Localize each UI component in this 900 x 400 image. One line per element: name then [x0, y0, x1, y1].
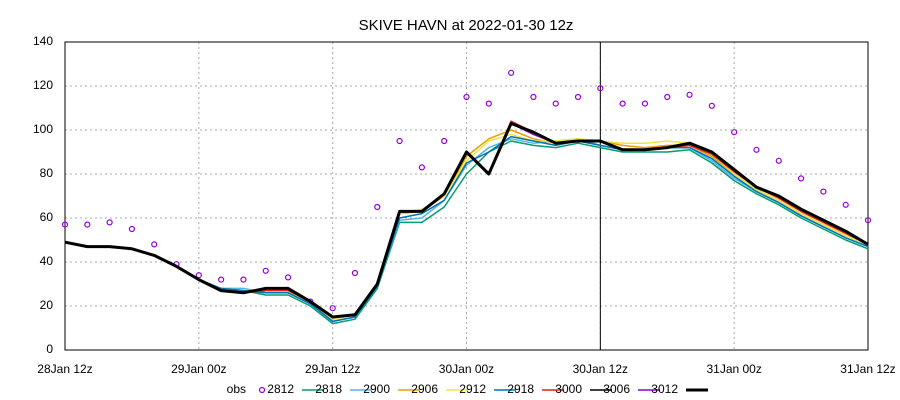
y-tick-label: 40 — [40, 254, 54, 268]
obs-point — [396, 137, 403, 145]
obs-point — [686, 91, 693, 98]
obs-point — [195, 272, 202, 279]
x-tick-label: 31Jan 00z — [706, 362, 761, 376]
x-tick-label: 29Jan 00z — [171, 362, 226, 376]
legend-label: 3012 — [651, 382, 678, 396]
obs-point — [262, 267, 269, 274]
obs-point — [664, 93, 671, 101]
obs-point — [820, 188, 827, 195]
obs-point — [418, 164, 425, 171]
obs-point — [864, 217, 872, 224]
obs-point — [485, 100, 492, 107]
y-tick-label: 80 — [40, 166, 54, 180]
series-line — [64, 121, 869, 319]
obs-point — [351, 269, 359, 277]
plot-frame — [64, 41, 869, 351]
series-line — [64, 133, 869, 320]
y-tick-label: 140 — [33, 34, 53, 48]
legend-swatch — [258, 386, 266, 394]
obs-point — [240, 276, 247, 283]
obs-point — [61, 221, 69, 228]
y-tick-label: 100 — [33, 122, 53, 136]
y-tick-label: 0 — [46, 342, 53, 356]
obs-point — [441, 137, 448, 145]
obs-point — [842, 201, 849, 208]
obs-point — [374, 203, 381, 211]
x-tick-label: 30Jan 00z — [439, 362, 494, 376]
y-tick-label: 60 — [40, 210, 54, 224]
obs-point — [574, 93, 582, 101]
obs-point — [797, 175, 805, 182]
obs-point — [619, 100, 626, 107]
x-tick-label: 29Jan 12z — [305, 362, 360, 376]
y-tick-label: 120 — [33, 78, 53, 92]
y-tick-label: 20 — [40, 298, 54, 312]
obs-point — [731, 129, 738, 136]
legend-label: obs — [227, 382, 246, 396]
obs-point — [106, 219, 113, 226]
obs-point — [552, 100, 559, 107]
obs-point — [284, 274, 292, 281]
legend-label: 2912 — [459, 382, 486, 396]
obs-point — [708, 102, 715, 109]
chart-title: SKIVE HAVN at 2022-01-30 12z — [359, 17, 574, 34]
x-tick-label: 28Jan 12z — [37, 362, 92, 376]
obs-point — [463, 93, 470, 101]
obs-point — [641, 100, 649, 107]
obs-point — [508, 69, 515, 76]
obs-point — [530, 93, 537, 101]
obs-point — [775, 157, 782, 164]
obs-point — [84, 221, 91, 228]
x-tick-label: 30Jan 12z — [573, 362, 628, 376]
series-line — [64, 138, 869, 323]
legend-label: 3000 — [555, 382, 582, 396]
legend-label: 3006 — [603, 382, 630, 396]
obs-point — [329, 305, 336, 312]
x-tick-label: 31Jan 12z — [840, 362, 895, 376]
obs-point — [753, 146, 760, 153]
obs-point — [218, 276, 225, 283]
legend-label: 2812 — [267, 382, 294, 396]
obs-point — [597, 85, 604, 92]
legend-label: 2818 — [315, 382, 342, 396]
legend-label: 2906 — [411, 382, 438, 396]
legend-label: 2918 — [507, 382, 534, 396]
obs-point — [128, 225, 136, 233]
legend-label: 2900 — [363, 382, 390, 396]
obs-point — [151, 241, 158, 248]
